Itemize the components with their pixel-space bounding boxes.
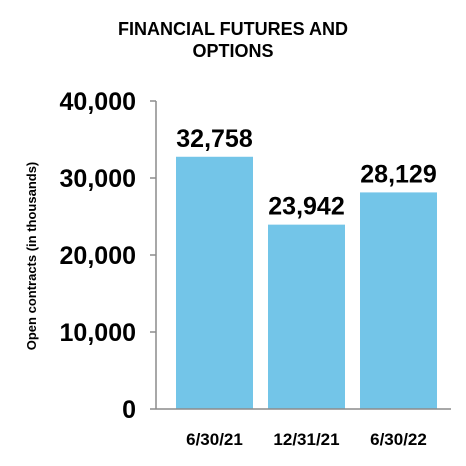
- bar-value-label-3: 28,129: [360, 160, 436, 188]
- y-tick-label-2: 10,000: [60, 319, 136, 347]
- bar-value-label-2: 23,942: [268, 193, 344, 221]
- bar-2: [268, 224, 345, 409]
- x-tick-label-3: 6/30/22: [370, 430, 427, 449]
- y-tick-label-5: 40,000: [60, 88, 136, 116]
- y-axis-ticks: 0 10,000 20,000 30,000 40,000: [60, 88, 156, 424]
- y-tick-label-4: 30,000: [60, 165, 136, 193]
- chart-title: FINANCIAL FUTURES AND OPTIONS: [118, 19, 348, 61]
- y-tick-label-1: 0: [122, 396, 136, 424]
- bar-value-label-1: 32,758: [176, 125, 253, 153]
- bar-value-labels: 32,758 23,942 28,129: [176, 125, 436, 221]
- bars-group: [176, 156, 437, 409]
- chart-title-line-1: FINANCIAL FUTURES AND: [118, 19, 348, 39]
- x-axis-ticks: 6/30/21 12/31/21 6/30/22: [186, 430, 427, 449]
- x-tick-label-1: 6/30/21: [186, 430, 243, 449]
- y-axis-label: Open contracts (in thousands): [24, 162, 39, 351]
- bar-1: [176, 156, 253, 409]
- y-tick-label-3: 20,000: [60, 242, 136, 270]
- bar-3: [360, 192, 437, 409]
- x-tick-label-2: 12/31/21: [273, 430, 339, 449]
- chart-title-line-2: OPTIONS: [192, 41, 273, 61]
